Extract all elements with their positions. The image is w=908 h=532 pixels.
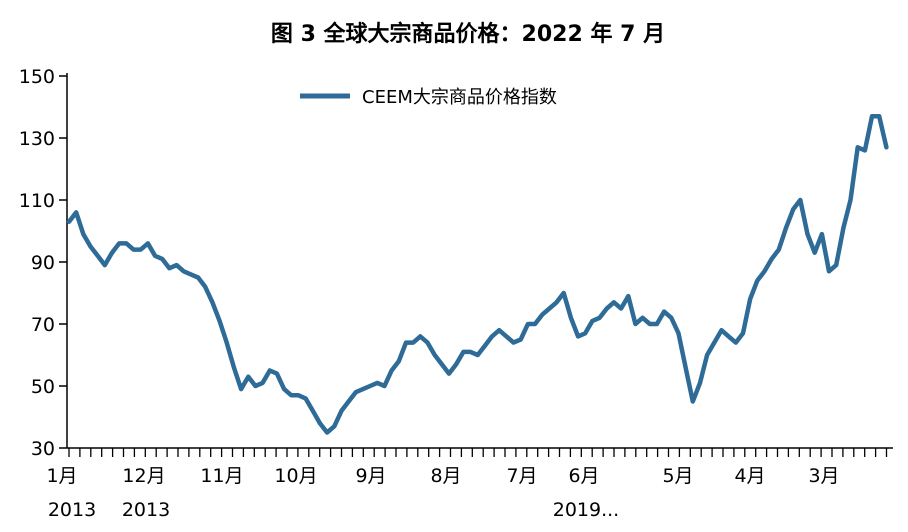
- x-tick-label: 1月: [46, 465, 77, 487]
- series-line-0: [66, 114, 889, 435]
- y-tick-label: 70: [31, 314, 55, 336]
- y-tick-label: 50: [31, 376, 55, 398]
- x-labels: 1月 2013 12月 2013 11月 10月 9月 8月 7月 6月 2019... 5月 4月 3月: [46, 465, 839, 521]
- x-ticks: [68, 448, 888, 457]
- y-tick-label: 130: [19, 128, 55, 150]
- x-tick-label: 9月: [355, 465, 386, 487]
- y-tick-label: 30: [31, 438, 55, 460]
- y-tick-label: 90: [31, 252, 55, 274]
- x-tick-label-year: 2013: [48, 499, 96, 521]
- x-tick-label: 4月: [734, 465, 765, 487]
- y-tick-label: 150: [19, 66, 55, 88]
- x-tick-label: 7月: [506, 465, 537, 487]
- y-tick-label: 110: [19, 190, 55, 212]
- x-tick-label: 3月: [808, 465, 839, 487]
- legend: CEEM大宗商品价格指数: [300, 87, 557, 108]
- chart-title: 图 3 全球大宗商品价格：2022 年 7 月: [271, 21, 665, 47]
- x-tick-label: 11月: [200, 465, 243, 487]
- x-tick-label-year: 2013: [122, 499, 170, 521]
- x-tick-label: 5月: [662, 465, 693, 487]
- x-tick-label-year: 2019...: [553, 499, 619, 521]
- series-group: [66, 114, 889, 435]
- x-tick-label: 12月: [122, 465, 165, 487]
- y-ticks: 30 50 70 90 110 130 150: [19, 66, 67, 460]
- x-tick-label: 8月: [430, 465, 461, 487]
- legend-label: CEEM大宗商品价格指数: [362, 87, 557, 108]
- x-tick-label: 6月: [568, 465, 599, 487]
- x-tick-label: 10月: [274, 465, 317, 487]
